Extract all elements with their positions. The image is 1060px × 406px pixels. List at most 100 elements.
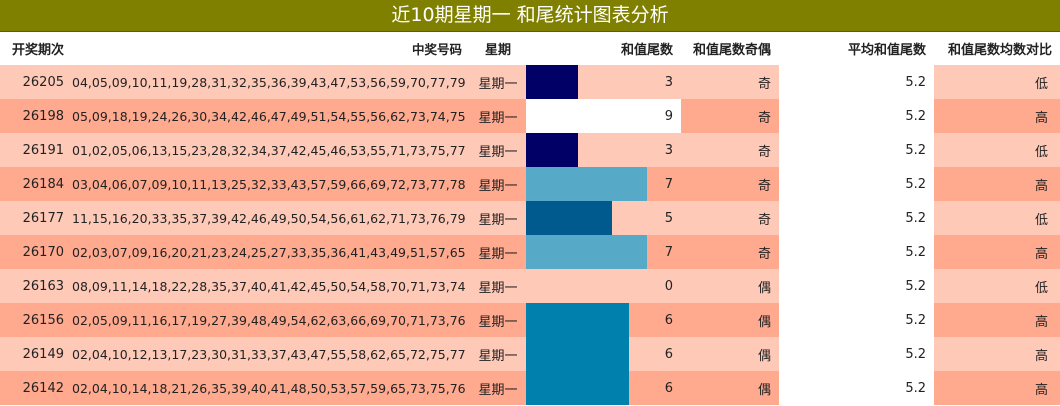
cell-compare: 低 xyxy=(934,201,1060,235)
table-row: 26198 05,09,18,19,24,26,30,34,42,46,47,49… xyxy=(0,99,1060,133)
table-header-row: 开奖期次 中奖号码 星期 和值尾数 和值尾数奇偶 平均和值尾数 和值尾数均数对比 xyxy=(0,32,1060,65)
tail-bar xyxy=(526,371,629,405)
cell-odd-even: 奇 xyxy=(681,99,779,133)
cell-issue: 26156 xyxy=(0,303,70,337)
header-avg-tail: 平均和值尾数 xyxy=(779,32,934,65)
cell-numbers: 04,05,09,10,11,19,28,31,32,35,36,39,43,4… xyxy=(70,65,470,99)
tail-value: 0 xyxy=(664,278,673,294)
tail-value: 6 xyxy=(664,346,673,362)
table-row: 26156 02,05,09,11,16,17,19,27,39,48,49,54… xyxy=(0,303,1060,337)
cell-avg-tail: 5.2 xyxy=(779,201,934,235)
cell-tail: 7 xyxy=(526,167,681,201)
cell-issue: 26163 xyxy=(0,269,70,303)
cell-odd-even: 奇 xyxy=(681,167,779,201)
header-issue: 开奖期次 xyxy=(0,32,70,65)
cell-issue: 26198 xyxy=(0,99,70,133)
cell-compare: 高 xyxy=(934,371,1060,405)
cell-avg-tail: 5.2 xyxy=(779,269,934,303)
cell-issue: 26184 xyxy=(0,167,70,201)
header-numbers: 中奖号码 xyxy=(70,32,470,65)
header-tail: 和值尾数 xyxy=(526,32,681,65)
cell-odd-even: 偶 xyxy=(681,269,779,303)
cell-tail: 6 xyxy=(526,371,681,405)
cell-avg-tail: 5.2 xyxy=(779,371,934,405)
cell-issue: 26191 xyxy=(0,133,70,167)
cell-avg-tail: 5.2 xyxy=(779,337,934,371)
cell-weekday: 星期一 xyxy=(470,99,526,133)
cell-odd-even: 奇 xyxy=(681,201,779,235)
cell-numbers: 02,04,10,14,18,21,26,35,39,40,41,48,50,5… xyxy=(70,371,470,405)
cell-weekday: 星期一 xyxy=(470,371,526,405)
cell-avg-tail: 5.2 xyxy=(779,99,934,133)
tail-value: 6 xyxy=(664,312,673,328)
cell-numbers: 02,04,10,12,13,17,23,30,31,33,37,43,47,5… xyxy=(70,337,470,371)
cell-odd-even: 偶 xyxy=(681,337,779,371)
tail-bar xyxy=(526,65,578,99)
cell-compare: 高 xyxy=(934,167,1060,201)
tail-bar xyxy=(526,167,647,201)
cell-tail: 5 xyxy=(526,201,681,235)
cell-compare: 高 xyxy=(934,337,1060,371)
tail-bar xyxy=(526,337,629,371)
cell-weekday: 星期一 xyxy=(470,303,526,337)
cell-numbers: 08,09,11,14,18,22,28,35,37,40,41,42,45,5… xyxy=(70,269,470,303)
cell-avg-tail: 5.2 xyxy=(779,133,934,167)
cell-avg-tail: 5.2 xyxy=(779,65,934,99)
tail-bar xyxy=(526,235,647,269)
cell-odd-even: 奇 xyxy=(681,235,779,269)
cell-avg-tail: 5.2 xyxy=(779,235,934,269)
tail-value: 7 xyxy=(664,176,673,192)
tail-value: 7 xyxy=(664,244,673,260)
cell-issue: 26205 xyxy=(0,65,70,99)
cell-weekday: 星期一 xyxy=(470,337,526,371)
cell-avg-tail: 5.2 xyxy=(779,167,934,201)
cell-tail: 0 xyxy=(526,269,681,303)
tail-bar xyxy=(526,303,629,337)
cell-tail: 3 xyxy=(526,133,681,167)
cell-numbers: 05,09,18,19,24,26,30,34,42,46,47,49,51,5… xyxy=(70,99,470,133)
cell-weekday: 星期一 xyxy=(470,201,526,235)
tail-stats-table: 开奖期次 中奖号码 星期 和值尾数 和值尾数奇偶 平均和值尾数 和值尾数均数对比… xyxy=(0,32,1060,405)
cell-numbers: 02,03,07,09,16,20,21,23,24,25,27,33,35,3… xyxy=(70,235,470,269)
cell-weekday: 星期一 xyxy=(470,269,526,303)
page-title: 近10期星期一 和尾统计图表分析 xyxy=(0,0,1060,32)
cell-weekday: 星期一 xyxy=(470,133,526,167)
cell-compare: 低 xyxy=(934,65,1060,99)
table-row: 26177 11,15,16,20,33,35,37,39,42,46,49,50… xyxy=(0,201,1060,235)
tail-bar xyxy=(526,133,578,167)
cell-compare: 低 xyxy=(934,133,1060,167)
cell-weekday: 星期一 xyxy=(470,65,526,99)
header-odd-even: 和值尾数奇偶 xyxy=(681,32,779,65)
tail-value: 6 xyxy=(664,380,673,396)
cell-numbers: 02,05,09,11,16,17,19,27,39,48,49,54,62,6… xyxy=(70,303,470,337)
cell-compare: 低 xyxy=(934,269,1060,303)
table-row: 26205 04,05,09,10,11,19,28,31,32,35,36,39… xyxy=(0,65,1060,99)
cell-avg-tail: 5.2 xyxy=(779,303,934,337)
cell-issue: 26170 xyxy=(0,235,70,269)
cell-compare: 高 xyxy=(934,235,1060,269)
cell-weekday: 星期一 xyxy=(470,167,526,201)
cell-tail: 7 xyxy=(526,235,681,269)
cell-numbers: 01,02,05,06,13,15,23,28,32,34,37,42,45,4… xyxy=(70,133,470,167)
cell-odd-even: 偶 xyxy=(681,371,779,405)
cell-odd-even: 奇 xyxy=(681,133,779,167)
cell-issue: 26177 xyxy=(0,201,70,235)
table-row: 26142 02,04,10,14,18,21,26,35,39,40,41,48… xyxy=(0,371,1060,405)
cell-tail: 3 xyxy=(526,65,681,99)
tail-value: 3 xyxy=(664,74,673,90)
tail-bar xyxy=(526,99,681,133)
table-row: 26170 02,03,07,09,16,20,21,23,24,25,27,33… xyxy=(0,235,1060,269)
table-row: 26163 08,09,11,14,18,22,28,35,37,40,41,42… xyxy=(0,269,1060,303)
cell-tail: 6 xyxy=(526,337,681,371)
cell-issue: 26149 xyxy=(0,337,70,371)
tail-bar xyxy=(526,201,612,235)
cell-issue: 26142 xyxy=(0,371,70,405)
table-row: 26191 01,02,05,06,13,15,23,28,32,34,37,42… xyxy=(0,133,1060,167)
header-compare: 和值尾数均数对比 xyxy=(934,32,1060,65)
cell-compare: 高 xyxy=(934,99,1060,133)
cell-compare: 高 xyxy=(934,303,1060,337)
table-row: 26184 03,04,06,07,09,10,11,13,25,32,33,43… xyxy=(0,167,1060,201)
cell-tail: 9 xyxy=(526,99,681,133)
cell-numbers: 03,04,06,07,09,10,11,13,25,32,33,43,57,5… xyxy=(70,167,470,201)
cell-odd-even: 偶 xyxy=(681,303,779,337)
